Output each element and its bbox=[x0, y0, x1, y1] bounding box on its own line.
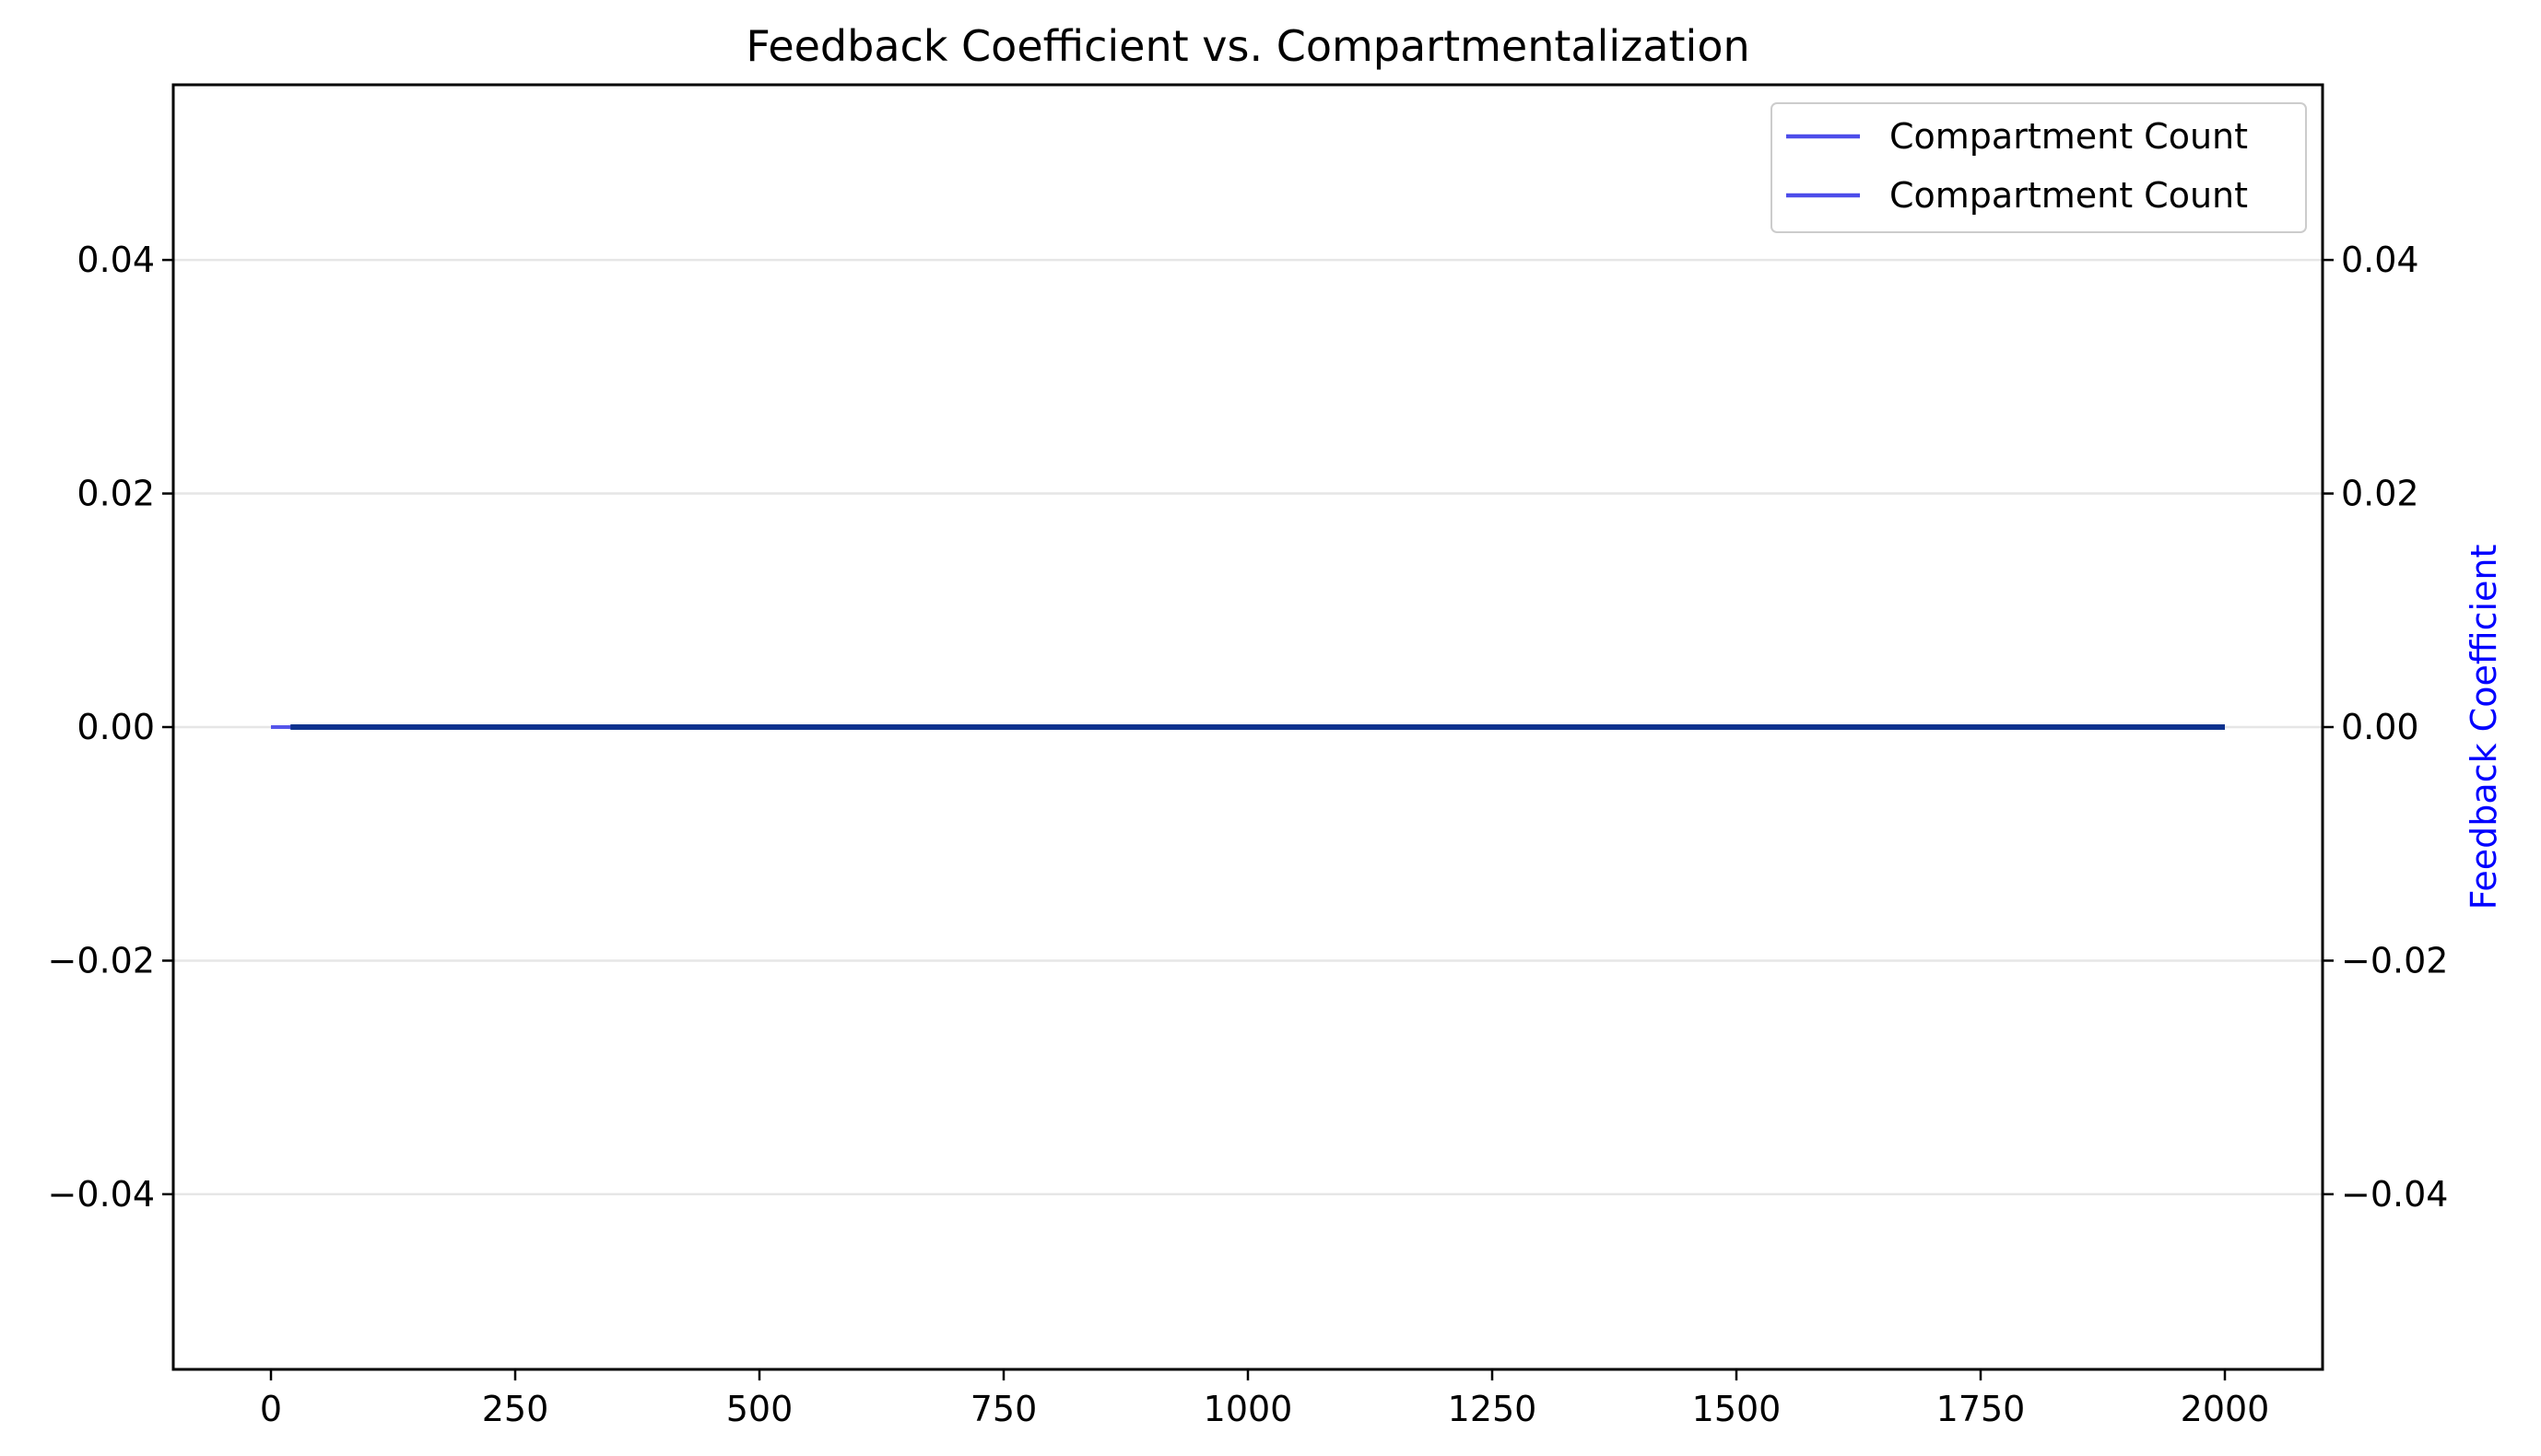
x-tick-label: 1750 bbox=[1936, 1389, 2026, 1429]
y-tick-label: 0.00 bbox=[76, 707, 155, 747]
x-tick-label: 0 bbox=[260, 1389, 282, 1429]
right-y-tick-label: −0.04 bbox=[2341, 1174, 2448, 1215]
x-tick-label: 1000 bbox=[1204, 1389, 1293, 1429]
x-tick-label: 2000 bbox=[2181, 1389, 2270, 1429]
x-tick-label: 250 bbox=[482, 1389, 549, 1429]
y-tick-label: −0.04 bbox=[48, 1174, 155, 1215]
y-tick-label: 0.04 bbox=[76, 240, 155, 280]
right-y-tick-label: 0.02 bbox=[2341, 474, 2419, 514]
x-tick-label: 1250 bbox=[1448, 1389, 1537, 1429]
x-tick-label: 1500 bbox=[1692, 1389, 1782, 1429]
y-tick-label: 0.02 bbox=[76, 474, 155, 514]
legend-box bbox=[1770, 102, 2307, 233]
y-tick-label: −0.02 bbox=[48, 940, 155, 980]
right-y-tick-label: 0.04 bbox=[2341, 240, 2419, 280]
right-y-tick-label: −0.02 bbox=[2341, 940, 2448, 980]
right-y-axis-label: Feedback Coefficient bbox=[2464, 545, 2504, 910]
chart-title: Feedback Coefficient vs. Compartmentaliz… bbox=[746, 21, 1749, 71]
legend-label: Compartment Count bbox=[1889, 116, 2248, 157]
x-tick-label: 750 bbox=[971, 1389, 1038, 1429]
right-y-tick-label: 0.00 bbox=[2341, 707, 2419, 747]
legend: Compartment Count Compartment Count bbox=[1770, 102, 2307, 233]
x-axis: 0 250 500 750 1000 1250 1500 1750 2000 bbox=[260, 1369, 2269, 1429]
right-y-axis: 0.04 0.02 0.00 −0.02 −0.04 bbox=[2323, 240, 2448, 1215]
left-y-axis: 0.04 0.02 0.00 −0.02 −0.04 bbox=[48, 240, 173, 1215]
x-tick-label: 500 bbox=[726, 1389, 794, 1429]
legend-label: Compartment Count bbox=[1889, 175, 2248, 216]
